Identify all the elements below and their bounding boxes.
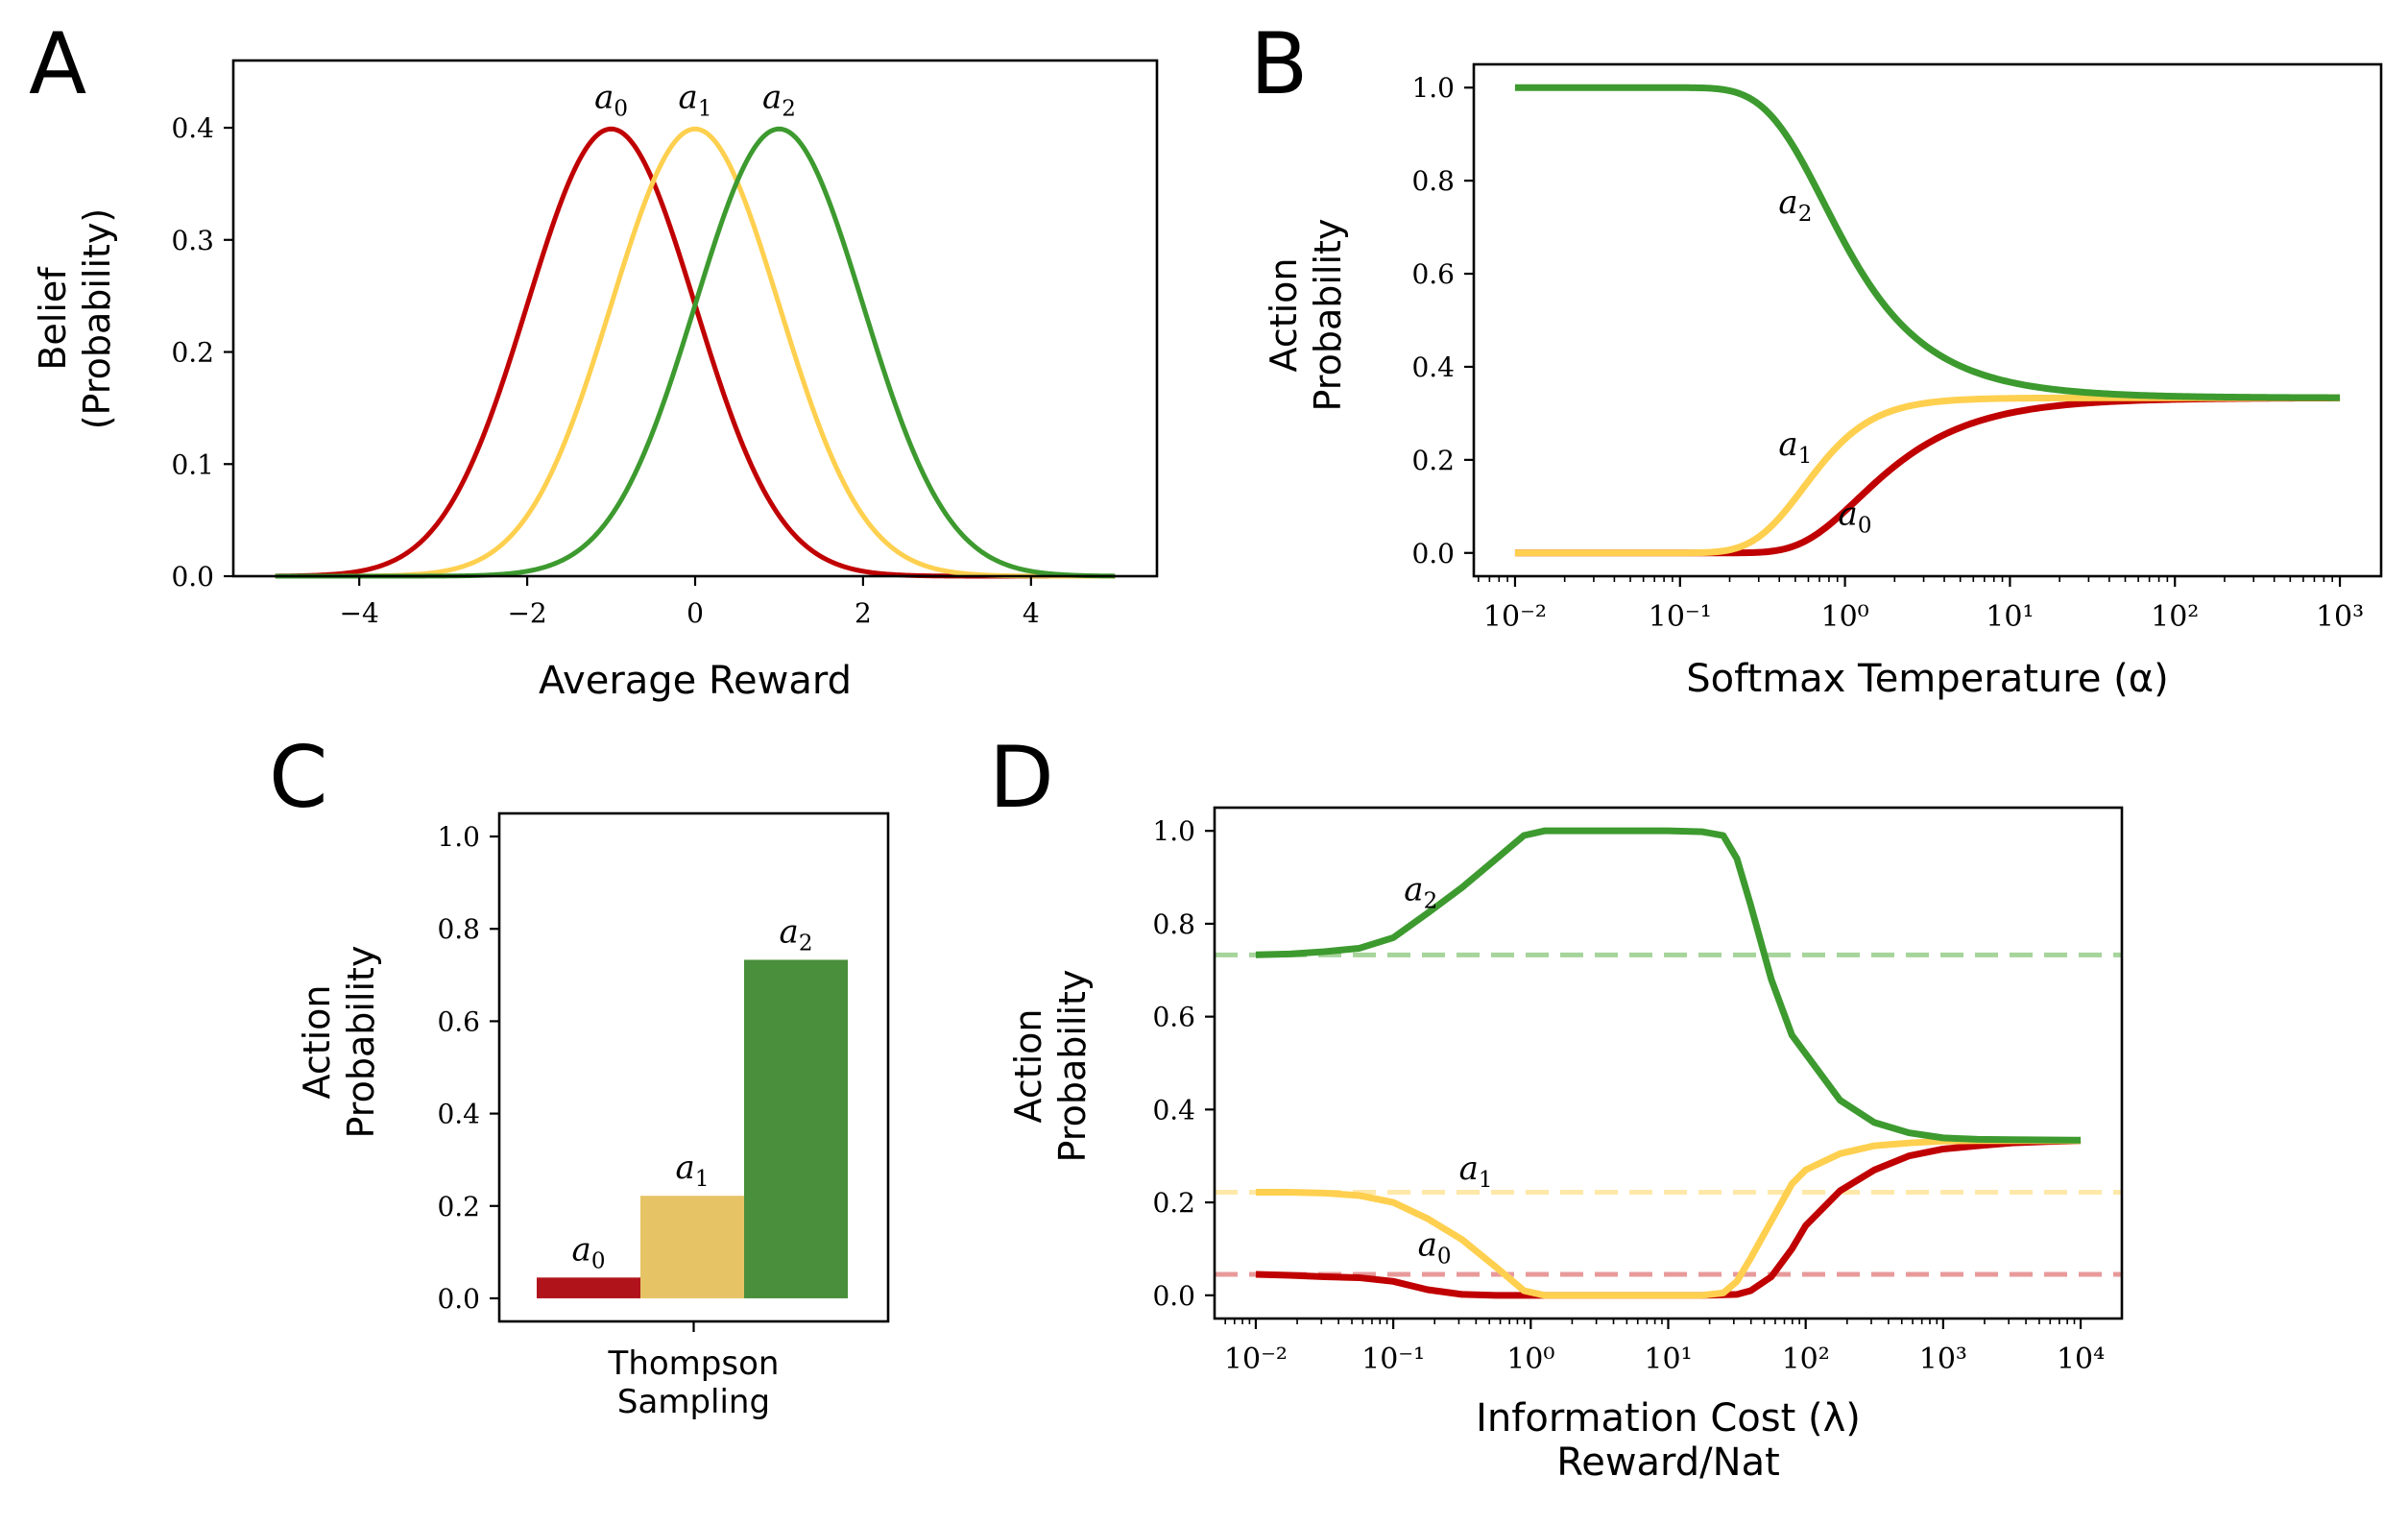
x-tick-label: −4: [340, 597, 379, 629]
series-label-a2: a2: [1404, 871, 1437, 914]
y-tick-label: 0.2: [171, 337, 214, 369]
y-tick-label: 0.4: [171, 112, 214, 144]
x-axis-label: Softmax Temperature (α): [1686, 657, 2168, 701]
x-tick-label: 10⁻¹: [1649, 600, 1712, 634]
y-tick-label: 0.2: [437, 1191, 480, 1222]
x-axis-label-line: Thompson: [608, 1344, 780, 1383]
panel-a: a0 a1 a2 0.0 0.1 0.2 0.3 0.4 −4 −2 0 2 4 Average Rewa…: [32, 59, 1159, 703]
y-tick-label: 0.8: [1152, 908, 1195, 940]
y-tick-label: 0.2: [1152, 1187, 1195, 1219]
y-tick-label: 0.3: [171, 225, 214, 256]
y-tick-label: 0.4: [1411, 351, 1455, 383]
panel-label-A: A: [29, 14, 86, 113]
y-axis-label-line: (Probability): [76, 208, 118, 430]
x-tick-label: −2: [507, 597, 546, 629]
x-tick-label: 10⁴: [2057, 1343, 2105, 1376]
y-axis-label-line: Probability: [1051, 970, 1094, 1163]
series-line-a1: [1255, 1137, 2082, 1299]
x-tick-label: 10¹: [1644, 1343, 1692, 1376]
panel-b: a0 a1 a2 0.0 0.2 0.4 0.6 0.8 1.0 10⁻² 10⁻¹ 10⁰ 10¹ 10…: [1263, 62, 2383, 701]
y-axis-label: ActionProbability: [296, 946, 382, 1139]
y-axis-label: ActionProbability: [1007, 970, 1094, 1163]
y-axis-label-line: Probability: [1307, 219, 1349, 412]
series-label-a1: a1: [1778, 425, 1812, 469]
y-axis-label: Belief(Probability): [32, 208, 118, 430]
x-tick-label: 10⁰: [1506, 1343, 1554, 1376]
x-axis-label-line: Information Cost (λ): [1476, 1396, 1861, 1440]
y-tick-label: 0.0: [1411, 538, 1455, 569]
y-tick-label: 0.0: [171, 561, 214, 593]
y-tick-label: 0.2: [1411, 445, 1455, 476]
bar-label-a1: a1: [676, 1149, 710, 1192]
bar-a2: [744, 959, 848, 1298]
x-tick-label: 10⁻²: [1483, 600, 1547, 634]
x-tick-label: 10⁻²: [1224, 1343, 1288, 1376]
bar-label-a0: a0: [572, 1230, 606, 1273]
y-axis-label-line: Action: [1007, 1008, 1049, 1123]
y-tick-label: 0.1: [171, 448, 214, 480]
y-axis-label-line: Action: [1263, 257, 1305, 372]
y-tick-label: 0.6: [1152, 1002, 1195, 1033]
y-axis-label-line: Action: [296, 984, 338, 1099]
plot-area: [1213, 806, 2124, 1320]
x-tick-label: 10³: [2316, 600, 2364, 634]
x-tick-label: 4: [1023, 597, 1040, 629]
series-label-a1: a1: [1459, 1150, 1493, 1193]
y-tick-label: 1.0: [1411, 72, 1455, 104]
y-axis-label: ActionProbability: [1263, 219, 1349, 412]
panel-c: a0 a1 a2 0.0 0.2 0.4 0.6 0.8 1.0 ThompsonSampling…: [296, 811, 890, 1421]
series-line-a0: [1514, 394, 2341, 557]
series-line-a1: [275, 126, 1116, 579]
y-tick-label: 0.6: [437, 1005, 480, 1037]
series-label-a2: a2: [1778, 183, 1812, 227]
y-tick-label: 0.0: [1152, 1280, 1195, 1312]
series-label-a2: a2: [762, 78, 796, 121]
y-tick-label: 0.6: [1411, 258, 1455, 290]
y-tick-label: 0.4: [437, 1099, 480, 1130]
x-tick-label: 2: [855, 597, 872, 629]
x-tick-label: 10⁰: [1820, 600, 1868, 634]
y-axis-label-line: Probability: [340, 946, 382, 1139]
series-line-a2: [1514, 84, 2341, 401]
series-label-a1: a1: [679, 78, 712, 121]
y-axis-label-line: Belief: [32, 266, 74, 371]
series-label-a0: a0: [1839, 496, 1872, 539]
y-tick-label: 1.0: [437, 821, 480, 853]
x-tick-label: 10¹: [1986, 600, 2034, 634]
x-tick-label: 10²: [1782, 1343, 1830, 1376]
series-line-a2: [1255, 827, 2082, 1144]
series-label-a0: a0: [594, 78, 628, 121]
plot-area: [231, 59, 1159, 578]
panel-label-C: C: [269, 728, 327, 827]
bar-a0: [537, 1277, 640, 1298]
series-line-a1: [1514, 394, 2341, 557]
y-tick-label: 0.8: [437, 913, 480, 945]
y-tick-label: 1.0: [1152, 815, 1195, 847]
x-tick-label: 10⁻¹: [1361, 1343, 1425, 1376]
bar-label-a2: a2: [780, 912, 813, 956]
series-label-a0: a0: [1418, 1226, 1452, 1270]
y-tick-label: 0.0: [437, 1283, 480, 1315]
x-tick-label: 10³: [1919, 1343, 1967, 1376]
panel-label-B: B: [1250, 14, 1308, 113]
series-line-a0: [275, 126, 1116, 579]
y-tick-label: 0.4: [1152, 1094, 1195, 1126]
x-tick-label: 0: [686, 597, 704, 629]
panel-label-D: D: [989, 728, 1054, 827]
plot-area: [1472, 62, 2383, 578]
x-axis-label-line: Reward/Nat: [1556, 1440, 1780, 1485]
x-tick-label: 10²: [2151, 600, 2199, 634]
series-line-a2: [275, 126, 1116, 579]
y-tick-label: 0.8: [1411, 165, 1455, 197]
x-axis-label: Average Reward: [539, 659, 852, 703]
x-axis-label-line: Sampling: [617, 1383, 770, 1421]
bar-a1: [640, 1196, 744, 1298]
